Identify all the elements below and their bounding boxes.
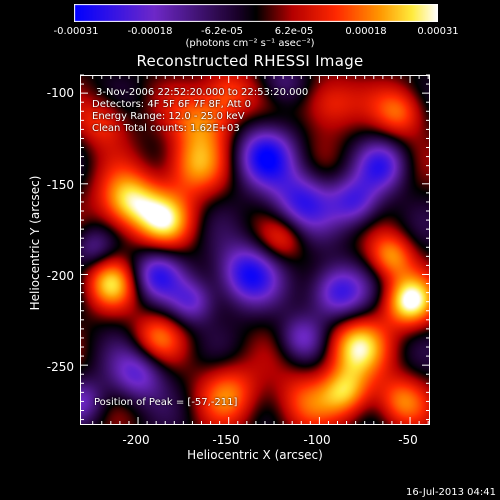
chart-title: Reconstructed RHESSI Image (136, 52, 364, 70)
y-axis-label: Heliocentric Y (arcsec) (28, 175, 42, 311)
colorbar-tick: 0.00031 (417, 26, 459, 37)
x-tick-label: -200 (122, 433, 150, 447)
y-tick-label: -150 (46, 178, 74, 192)
colorbar-units: (photons cm⁻² s⁻¹ asec⁻²) (185, 38, 315, 49)
x-tick-label: -150 (212, 433, 240, 447)
heatmap-image (80, 75, 430, 425)
time-range-label: 3-Nov-2006 22:52:20.000 to 22:53:20.000 (96, 87, 309, 98)
energy-range-label: Energy Range: 12.0 - 25.0 keV (92, 111, 245, 122)
colorbar-tick: 6.2e-05 (274, 26, 314, 37)
colorbar-tick: -6.2e-05 (201, 26, 243, 37)
x-tick-label: -100 (303, 433, 331, 447)
y-tick-label: -250 (46, 360, 74, 374)
colorbar-tick: -0.00031 (53, 26, 99, 37)
detectors-label: Detectors: 4F 5F 6F 7F 8F, Att 0 (92, 99, 252, 110)
x-tick-label: -50 (398, 433, 418, 447)
x-axis-label: Heliocentric X (arcsec) (187, 448, 323, 462)
plot-border (80, 75, 430, 425)
colorbar-tick: 0.00018 (345, 26, 387, 37)
y-tick-label: -200 (46, 269, 74, 283)
clean-counts-label: Clean Total counts: 1.62E+03 (92, 123, 240, 134)
plot-frame (80, 74, 430, 425)
colorbar-tick: -0.00018 (127, 26, 173, 37)
plot-area: 3-Nov-2006 22:52:20.000 to 22:53:20.000 … (80, 74, 430, 425)
timestamp-footer: 16-Jul-2013 04:41 (405, 487, 496, 498)
peak-position-label: Position of Peak = [-57,-211] (94, 397, 238, 408)
y-tick-label: -100 (46, 86, 74, 100)
colorbar (74, 4, 438, 22)
